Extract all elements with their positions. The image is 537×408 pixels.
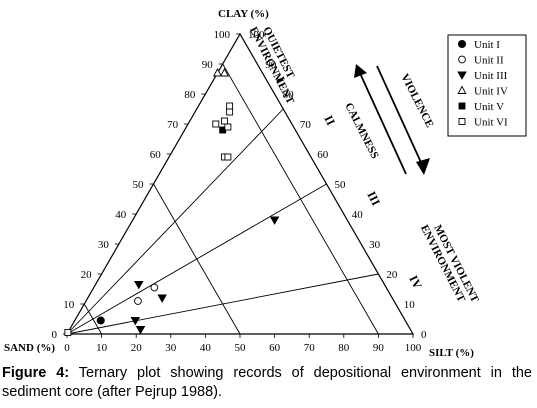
constant-sand-line <box>222 63 379 335</box>
caption-label: Figure 4: <box>2 365 70 381</box>
clay-tick-label: 40 <box>115 209 127 221</box>
right-edge-tick-label: 40 <box>352 209 364 221</box>
unit-iii-point <box>130 317 141 326</box>
triangle-outline <box>65 32 415 335</box>
silt-bottom-tick-label: 100 <box>405 342 422 354</box>
unit-vi-point <box>64 329 72 336</box>
constant-sand-line <box>153 183 241 335</box>
legend-unit-i-marker <box>457 39 467 49</box>
clay-tick-label: 20 <box>81 269 93 281</box>
silt-bottom-tick-label: 50 <box>235 342 247 354</box>
silt-bottom-tick-label: 60 <box>269 342 281 354</box>
legend-unit-ii-label: Unit II <box>474 55 504 67</box>
legend-unit-iii-label: Unit III <box>474 70 508 82</box>
legend-unit-ii-marker <box>458 55 466 64</box>
clay-tick-label: 80 <box>184 89 196 101</box>
right-edge-tick-label: 50 <box>335 179 347 191</box>
legend-unit-iii-marker <box>457 71 467 80</box>
silt-axis-title: SILT (%) <box>429 347 474 359</box>
clay-tick-label: 70 <box>167 119 179 131</box>
legend-entries: Unit I Unit II Unit III Unit IV Unit V Unit V… <box>457 39 508 129</box>
legend-unit-v-marker <box>458 102 466 110</box>
unit-iii-point <box>134 281 144 290</box>
caption-text: Ternary plot showing records of depositi… <box>2 365 532 400</box>
violence-arrow <box>376 65 430 175</box>
legend: Unit I Unit II Unit III Unit IV Unit V Unit V… <box>447 34 527 137</box>
violence-label: VIOLENCE <box>398 72 435 130</box>
legend-unit-iv-marker <box>457 85 467 94</box>
unit-vi-point <box>220 117 228 125</box>
right-edge-tick-label: 100 <box>248 29 265 41</box>
constant-sand-line <box>83 303 102 335</box>
grid-lines <box>65 32 415 335</box>
clay-tick-label: 60 <box>150 149 162 161</box>
unit-vi-point <box>212 120 220 128</box>
clay-tick-label: 10 <box>63 299 75 311</box>
right-edge-tick-label: 20 <box>386 269 398 281</box>
unit-iv-point <box>212 68 223 77</box>
clay-tick-label: 0 <box>52 329 58 341</box>
data-points <box>64 68 280 336</box>
unit-vi-point <box>224 123 232 131</box>
right-edge-tick-label: 90 <box>265 59 277 71</box>
unit-vi-point <box>226 108 234 116</box>
right-edge-tick-label: 60 <box>317 149 329 161</box>
silt-bottom-tick-label: 20 <box>131 342 143 354</box>
unit-iv-point <box>219 68 229 77</box>
silt-bottom-tick-label: 40 <box>200 342 212 354</box>
silt-bottom-tick-label: 30 <box>165 342 177 354</box>
zone-label-iii: III <box>364 189 383 208</box>
zone-label-iv: IV <box>406 273 425 292</box>
clay-tick-label: 100 <box>214 29 231 41</box>
silt-bottom-tick-label: 90 <box>373 342 385 354</box>
legend-unit-i-label: Unit I <box>474 39 500 51</box>
unit-i-point <box>96 316 105 325</box>
unit-vi-point <box>224 153 232 161</box>
zone-label-ii: II <box>321 113 338 128</box>
silt-bottom-tick-label: 70 <box>304 342 316 354</box>
right-edge-tick-label: 80 <box>283 89 295 101</box>
most-violent-environment-label: MOST VIOLENT ENVIRONMENT <box>418 223 481 305</box>
figure-caption: Figure 4: Ternary plot showing records o… <box>2 364 532 402</box>
clay-axis-title: CLAY (%) <box>218 8 269 20</box>
unit-ii-point <box>150 283 159 292</box>
unit-vi-point <box>226 102 234 110</box>
clay-tick-label: 50 <box>133 179 145 191</box>
unit-iii-point <box>135 326 146 335</box>
legend-unit-vi-label: Unit VI <box>474 117 508 129</box>
right-edge-tick-label: 70 <box>300 119 312 131</box>
clay-tick-label: 90 <box>202 59 214 71</box>
clay-tick-label: 30 <box>98 239 110 251</box>
right-edge-tick-label: 0 <box>421 329 427 341</box>
unit-iii-point <box>157 294 167 303</box>
unit-iii-point <box>269 216 280 225</box>
legend-unit-v-label: Unit V <box>474 101 504 113</box>
right-edge-tick-label: 10 <box>404 299 416 311</box>
sand-axis-title: SAND (%) <box>4 342 55 354</box>
zone-label-i: I <box>273 74 288 85</box>
legend-unit-vi-marker <box>458 118 466 125</box>
silt-bottom-tick-label: 80 <box>338 342 350 354</box>
calmness-arrow <box>354 64 407 175</box>
unit-ii-point <box>134 297 142 305</box>
right-edge-tick-label: 30 <box>369 239 381 251</box>
quietest-environment-label: QUIETEST ENVIRONMENT <box>247 25 297 107</box>
legend-unit-iv-label: Unit IV <box>474 86 508 98</box>
silt-bottom-tick-label: 0 <box>64 342 70 354</box>
silt-bottom-tick-label: 10 <box>96 342 108 354</box>
calmness-label: CALMNESS <box>342 101 380 161</box>
